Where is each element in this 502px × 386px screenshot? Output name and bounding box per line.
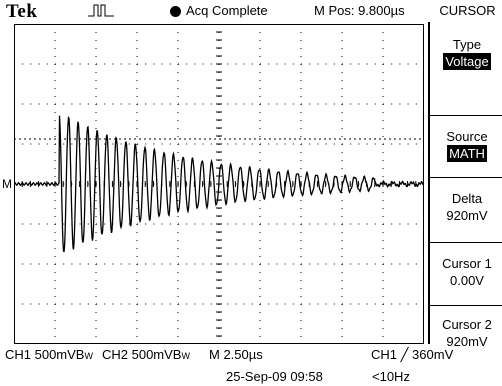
- menu-item-delta-value: 920mV: [446, 208, 488, 223]
- ch1-bandwidth-limit: W: [84, 351, 93, 361]
- ch2-bandwidth-limit: W: [181, 351, 190, 361]
- acquisition-status-icon: [170, 6, 181, 17]
- menu-item-source-label: Source: [446, 129, 488, 144]
- acquisition-status: Acq Complete: [186, 3, 268, 18]
- ch1-scale-text: CH1 500mVB: [5, 347, 85, 362]
- menu-item-source-value: MATH: [447, 145, 487, 162]
- trigger-setting: CH1 ╱ 360mV: [371, 347, 454, 362]
- menu-divider: [430, 177, 502, 178]
- horizontal-position: M Pos: 9.800µs: [314, 3, 405, 18]
- ch2-scale-text: CH2 500mVB: [102, 347, 182, 362]
- menu-divider: [430, 305, 502, 306]
- side-menu: Type Voltage Source MATH Delta 920mV Cur…: [428, 22, 502, 349]
- menu-item-delta[interactable]: Delta 920mV: [430, 190, 502, 224]
- math-waveform: [14, 115, 424, 253]
- ch2-scale: CH2 500mVBW: [102, 347, 190, 362]
- ground-marker: M: [2, 177, 12, 191]
- menu-item-source[interactable]: Source MATH: [430, 128, 502, 162]
- menu-item-cursor-2-label: Cursor 2: [442, 317, 492, 332]
- menu-item-type-value: Voltage: [443, 53, 491, 70]
- waveform-display: [14, 24, 424, 344]
- menu-item-cursor-1[interactable]: Cursor 1 0.00V: [430, 255, 502, 289]
- date-time: 25-Sep-09 09:58: [226, 369, 323, 384]
- menu-item-type-label: Type: [452, 37, 482, 52]
- ch1-scale: CH1 500mVBW: [5, 347, 93, 362]
- menu-title: CURSOR: [439, 3, 496, 18]
- timebase: M 2.50µs: [209, 347, 263, 362]
- menu-item-cursor-2[interactable]: Cursor 2 920mV: [430, 316, 502, 350]
- trigger-status-icon: [88, 4, 114, 17]
- menu-item-delta-label: Delta: [451, 191, 483, 206]
- menu-divider: [430, 115, 502, 116]
- brand-logo: Tek: [6, 1, 38, 22]
- status-bar: Tek Acq Complete M Pos: 9.800µs CURSOR: [0, 0, 502, 22]
- menu-divider: [430, 242, 502, 243]
- menu-item-cursor-1-label: Cursor 1: [442, 256, 492, 271]
- menu-item-cursor-2-value: 920mV: [446, 334, 488, 349]
- trigger-frequency: <10Hz: [372, 369, 410, 384]
- menu-item-cursor-1-value: 0.00V: [450, 273, 484, 288]
- menu-item-type[interactable]: Type Voltage: [430, 36, 502, 70]
